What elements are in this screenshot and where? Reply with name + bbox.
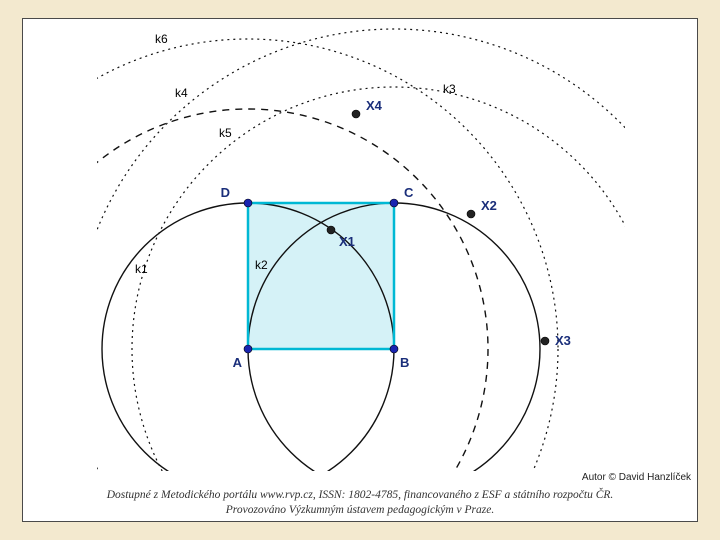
label-point-C: C xyxy=(404,185,414,200)
geometry-diagram: k1 k2 k3 k4 k5 k6 A B C D X1 X2 X3 X4 xyxy=(97,19,625,471)
label-point-A: A xyxy=(233,355,243,370)
square-ABCD-fill xyxy=(248,203,394,349)
label-k6: k6 xyxy=(155,32,168,46)
caption-line-2: Provozováno Výzkumným ústavem pedagogick… xyxy=(226,504,494,516)
label-point-B: B xyxy=(400,355,409,370)
slide: k1 k2 k3 k4 k5 k6 A B C D X1 X2 X3 X4 Autor © David H… xyxy=(22,18,698,522)
author-credit: Autor © David Hanzlíček xyxy=(582,472,691,483)
point-C xyxy=(390,199,398,207)
label-k4: k4 xyxy=(175,86,188,100)
diagram-svg: k1 k2 k3 k4 k5 k6 A B C D X1 X2 X3 X4 xyxy=(97,19,625,471)
label-k1: k1 xyxy=(135,262,148,276)
point-X4 xyxy=(352,110,360,118)
caption-line-1: Dostupné z Metodického portálu www.rvp.c… xyxy=(107,489,614,501)
label-k3: k3 xyxy=(443,82,456,96)
slide-outer-frame: k1 k2 k3 k4 k5 k6 A B C D X1 X2 X3 X4 Autor © David H… xyxy=(0,0,720,540)
label-point-D: D xyxy=(221,185,230,200)
point-X1 xyxy=(327,226,335,234)
label-point-X2: X2 xyxy=(481,198,497,213)
footer-caption: Dostupné z Metodického portálu www.rvp.c… xyxy=(23,488,697,517)
label-k5: k5 xyxy=(219,126,232,140)
label-point-X1: X1 xyxy=(339,234,355,249)
label-point-X4: X4 xyxy=(366,98,383,113)
point-A xyxy=(244,345,252,353)
point-X3 xyxy=(541,337,549,345)
label-point-X3: X3 xyxy=(555,333,571,348)
point-X2 xyxy=(467,210,475,218)
point-D xyxy=(244,199,252,207)
point-B xyxy=(390,345,398,353)
label-k2: k2 xyxy=(255,258,268,272)
